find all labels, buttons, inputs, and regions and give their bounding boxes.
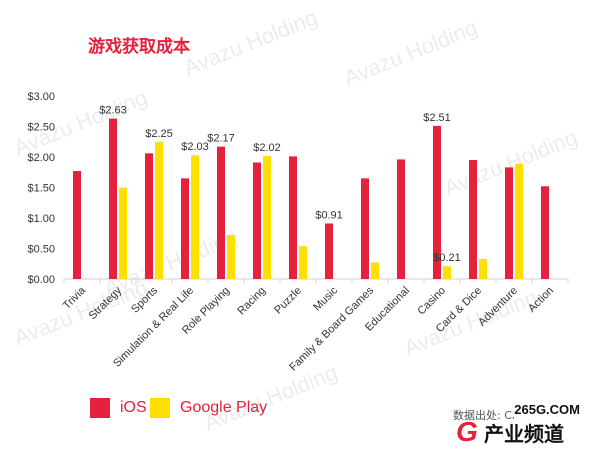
site-logo: 265G.COM G 产业频道 [456, 402, 586, 448]
legend-label-google-play: Google Play [180, 399, 268, 416]
bar-google-play [371, 262, 379, 279]
logo-channel: 产业频道 [484, 422, 564, 446]
data-label: $0.91 [315, 209, 343, 221]
legend-label-ios: iOS [120, 399, 147, 416]
data-label: $2.02 [253, 142, 281, 154]
bar-ios [217, 146, 225, 279]
legend-ios: iOS [90, 398, 147, 418]
y-tick-label: $2.50 [27, 122, 55, 134]
bar-google-play [515, 163, 523, 279]
bar-ios [505, 167, 513, 279]
bar-google-play [155, 141, 163, 279]
bar-ios [541, 186, 549, 279]
y-tick-label: $0.00 [27, 274, 55, 286]
bar-ios [325, 223, 333, 279]
x-tick-label: Racing [235, 285, 268, 318]
bar-ios [397, 159, 405, 279]
bar-ios [469, 160, 477, 279]
data-label: $2.03 [181, 141, 209, 153]
data-label: $2.51 [423, 112, 451, 124]
y-tick-label: $1.50 [27, 183, 55, 195]
y-tick-label: $1.00 [27, 213, 55, 225]
x-tick-label: Trivia [61, 284, 89, 312]
x-tick-label: Puzzle [272, 285, 304, 317]
data-label: $0.21 [433, 252, 461, 264]
y-tick-label: $2.00 [27, 152, 55, 164]
bar-ios [289, 156, 297, 279]
legend-swatch-ios [90, 398, 110, 418]
x-tick-label: Action [526, 285, 556, 315]
bar-google-play [479, 258, 487, 279]
data-label: $2.25 [145, 128, 173, 140]
bar-google-play [191, 155, 199, 279]
x-tick-label: Adventure [476, 285, 520, 329]
data-label: $2.17 [207, 133, 235, 145]
bar-ios [109, 118, 117, 279]
y-tick-label: $0.50 [27, 244, 55, 256]
x-tick-label: Sports [129, 284, 160, 315]
bar-google-play [119, 187, 127, 279]
bar-google-play [443, 266, 451, 279]
legend-swatch-google-play [150, 398, 170, 418]
bar-ios [145, 153, 153, 279]
bar-google-play [227, 235, 235, 279]
legend-google-play: Google Play [150, 398, 267, 418]
bar-ios [361, 178, 369, 279]
bar-google-play [299, 246, 307, 279]
bar-ios [73, 171, 81, 279]
chart-title: 游戏获取成本 [88, 37, 190, 57]
x-tick-label: Music [311, 284, 340, 313]
data-label: $2.63 [99, 105, 127, 117]
bar-ios [181, 178, 189, 279]
source-note: 数据出处: Cl [453, 409, 515, 422]
y-tick-label: $3.00 [27, 91, 55, 103]
bar-ios [433, 125, 441, 279]
x-tick-label: Casino [415, 285, 448, 318]
bar-google-play [263, 155, 271, 279]
logo-g: G [456, 416, 478, 447]
logo-site: 265G.COM [512, 402, 582, 417]
bar-ios [253, 162, 261, 279]
x-tick-label: Strategy [87, 284, 125, 322]
